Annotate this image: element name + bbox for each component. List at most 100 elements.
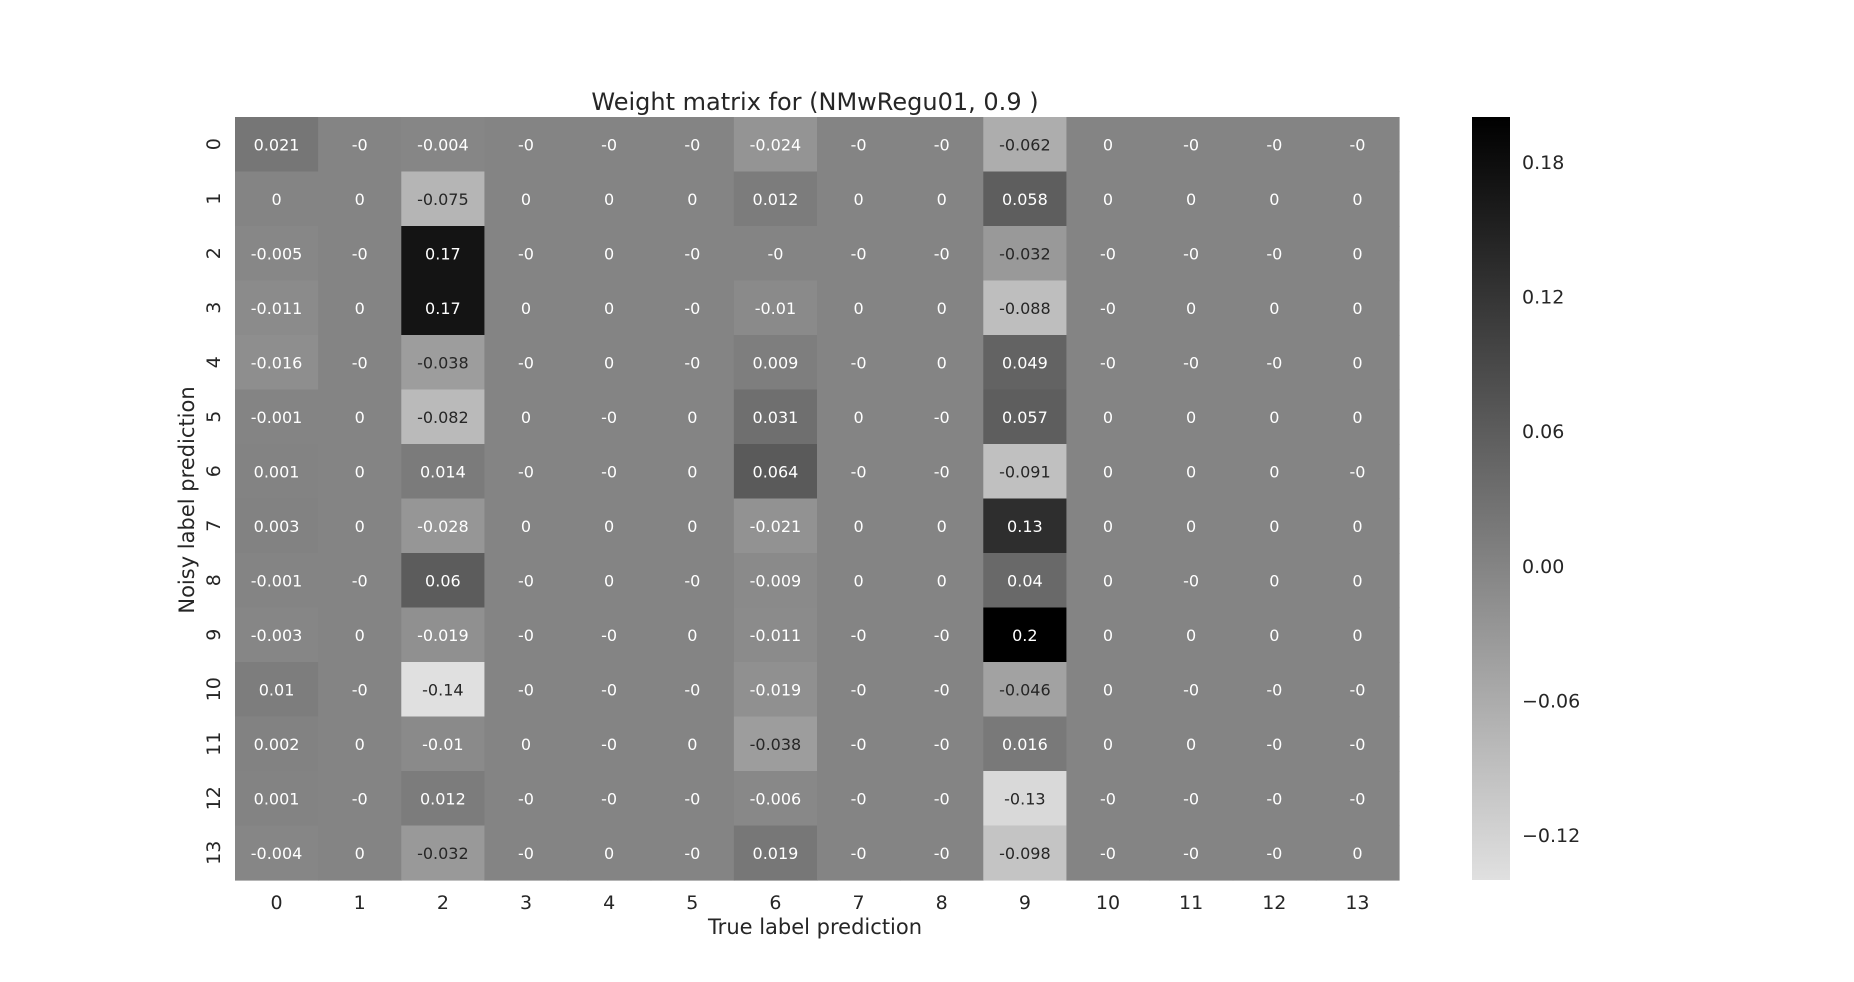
- cell-value-label-2-13: 0: [1352, 244, 1362, 263]
- heatmap-cell-6-4: [567, 444, 652, 500]
- heatmap-cell-11-11: [1149, 716, 1234, 772]
- heatmap-cell-0-11: [1149, 117, 1234, 173]
- y-tick-label-7: 7: [203, 520, 225, 532]
- cell-value-label-4-8: 0: [937, 353, 947, 372]
- heatmap-cell-1-8: [900, 171, 984, 227]
- heatmap-cell-10-12: [1232, 662, 1317, 718]
- heatmap-cell-1-6: [733, 171, 818, 227]
- cell-value-label-2-11: -0: [1183, 244, 1199, 263]
- cell-value-label-1-8: 0: [937, 190, 947, 209]
- cell-value-label-6-3: -0: [518, 462, 534, 481]
- heatmap-cell-4-9: [983, 335, 1068, 391]
- heatmap-cell-6-0: [235, 444, 319, 500]
- cell-value-label-6-13: -0: [1349, 462, 1365, 481]
- heatmap-cell-3-0: [235, 280, 319, 336]
- cell-value-label-10-9: -0.046: [999, 680, 1051, 699]
- y-axis-label: Noisy label prediction: [175, 386, 199, 613]
- cell-value-label-2-2: 0.17: [425, 244, 461, 263]
- cell-value-label-7-0: 0.003: [254, 517, 300, 536]
- heatmap-cell-11-9: [983, 716, 1068, 772]
- cell-value-label-8-6: -0.009: [750, 571, 802, 590]
- heatmap-cell-6-9: [983, 444, 1068, 500]
- x-axis-label: True label prediction: [707, 915, 922, 939]
- heatmap-cell-4-8: [900, 335, 984, 391]
- heatmap-cell-11-12: [1232, 716, 1317, 772]
- cell-value-label-6-10: 0: [1103, 462, 1113, 481]
- heatmap-cell-3-13: [1315, 280, 1400, 336]
- cell-value-label-3-12: 0: [1269, 299, 1279, 318]
- y-tick-label-13: 13: [203, 841, 225, 865]
- heatmap-cell-13-5: [650, 825, 735, 881]
- cell-value-label-9-0: -0.003: [251, 626, 303, 645]
- colorbar-tick-label-1: −0.06: [1522, 690, 1580, 712]
- heatmap-cell-10-4: [567, 662, 652, 718]
- heatmap-cell-0-10: [1066, 117, 1151, 173]
- chart-title: Weight matrix for (NMwRegu01, 0.9 ): [591, 88, 1038, 116]
- cell-value-label-11-5: 0: [687, 735, 697, 754]
- x-tick-label-3: 3: [520, 892, 532, 914]
- heatmap-cell-0-1: [318, 117, 402, 173]
- cell-value-label-7-12: 0: [1269, 517, 1279, 536]
- heatmap-cell-13-11: [1149, 825, 1234, 881]
- cell-value-label-11-11: 0: [1186, 735, 1196, 754]
- heatmap-cell-8-2: [401, 553, 486, 609]
- heatmap-cell-9-9: [983, 607, 1068, 663]
- heatmap-cell-4-13: [1315, 335, 1400, 391]
- cell-value-label-1-0: 0: [271, 190, 281, 209]
- heatmap-cell-1-3: [484, 171, 569, 227]
- y-tick-label-0: 0: [203, 138, 225, 150]
- heatmap-cell-12-3: [484, 771, 569, 827]
- x-tick-label-4: 4: [603, 892, 615, 914]
- heatmap-cell-12-1: [318, 771, 402, 827]
- heatmap-cell-9-10: [1066, 607, 1151, 663]
- x-tick-label-12: 12: [1262, 892, 1286, 914]
- heatmap-cell-4-10: [1066, 335, 1151, 391]
- cell-value-label-12-1: -0: [352, 789, 368, 808]
- heatmap-cell-3-8: [900, 280, 984, 336]
- heatmap-cell-12-8: [900, 771, 984, 827]
- heatmap-cell-8-11: [1149, 553, 1234, 609]
- cell-value-label-11-12: -0: [1266, 735, 1282, 754]
- x-tick-label-2: 2: [437, 892, 449, 914]
- heatmap-cell-6-11: [1149, 444, 1234, 500]
- cell-value-label-9-4: -0: [601, 626, 617, 645]
- cell-value-label-10-7: -0: [851, 680, 867, 699]
- cell-value-label-6-6: 0.064: [753, 462, 799, 481]
- heatmap-cell-4-0: [235, 335, 319, 391]
- cell-value-label-1-9: 0.058: [1002, 190, 1048, 209]
- heatmap-cell-7-11: [1149, 498, 1234, 554]
- cell-value-label-5-8: -0: [934, 408, 950, 427]
- heatmap-cell-9-2: [401, 607, 486, 663]
- cell-value-label-1-1: 0: [355, 190, 365, 209]
- cell-value-label-4-13: 0: [1352, 353, 1362, 372]
- cell-value-label-0-9: -0.062: [999, 135, 1051, 154]
- heatmap-cell-6-10: [1066, 444, 1151, 500]
- cell-value-label-2-12: -0: [1266, 244, 1282, 263]
- heatmap-cell-12-11: [1149, 771, 1234, 827]
- heatmap-cell-8-7: [817, 553, 901, 609]
- cell-value-label-5-13: 0: [1352, 408, 1362, 427]
- colorbar-tick-label-0: −0.12: [1522, 825, 1580, 847]
- heatmap-cell-13-1: [318, 825, 402, 881]
- cell-value-label-11-6: -0.038: [750, 735, 802, 754]
- cell-value-label-3-4: 0: [604, 299, 614, 318]
- heatmap-cell-3-9: [983, 280, 1068, 336]
- heatmap-cell-5-6: [733, 389, 818, 445]
- cell-value-label-7-1: 0: [355, 517, 365, 536]
- cell-value-label-3-1: 0: [355, 299, 365, 318]
- cell-value-label-2-5: -0: [684, 244, 700, 263]
- cell-value-label-3-2: 0.17: [425, 299, 461, 318]
- cell-value-label-0-3: -0: [518, 135, 534, 154]
- cell-value-label-1-3: 0: [521, 190, 531, 209]
- cell-value-label-5-7: 0: [853, 408, 863, 427]
- cell-value-label-10-2: -0.14: [422, 680, 463, 699]
- cell-value-label-3-11: 0: [1186, 299, 1196, 318]
- heatmap-cell-8-4: [567, 553, 652, 609]
- heatmap-cell-10-7: [817, 662, 901, 718]
- cell-value-label-12-3: -0: [518, 789, 534, 808]
- cell-value-label-10-8: -0: [934, 680, 950, 699]
- cell-value-label-10-10: 0: [1103, 680, 1113, 699]
- cell-value-label-0-1: -0: [352, 135, 368, 154]
- cell-value-label-12-11: -0: [1183, 789, 1199, 808]
- cell-value-label-7-2: -0.028: [417, 517, 469, 536]
